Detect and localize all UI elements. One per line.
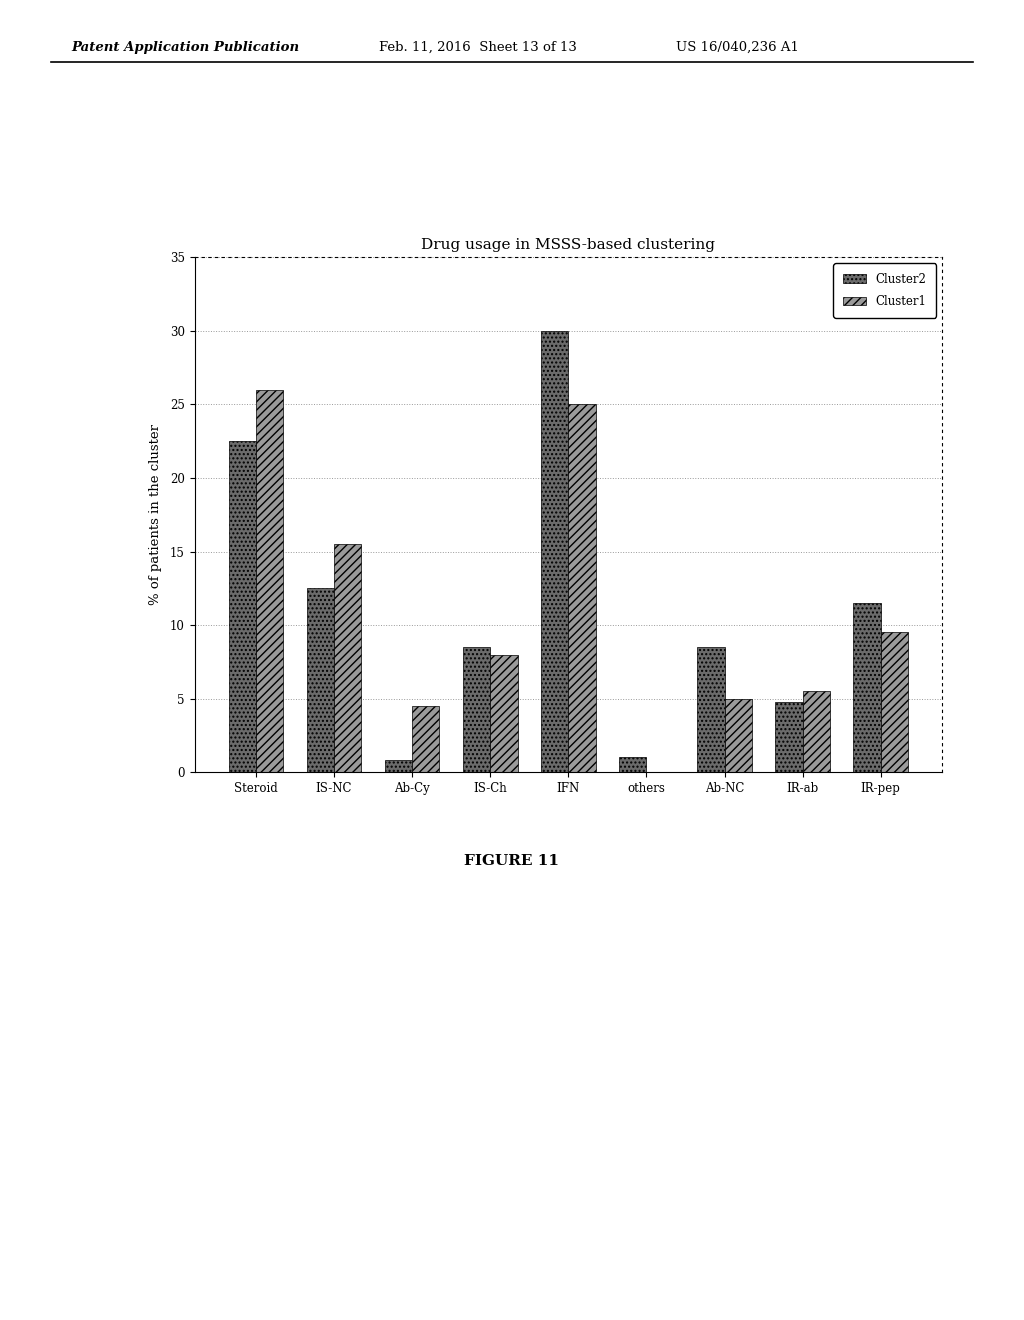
Bar — [697, 647, 725, 772]
Title: Drug usage in MSSS-based clustering: Drug usage in MSSS-based clustering — [421, 238, 716, 252]
Y-axis label: % of patients in the cluster: % of patients in the cluster — [148, 424, 162, 606]
Text: US 16/040,236 A1: US 16/040,236 A1 — [676, 41, 799, 54]
Text: Feb. 11, 2016  Sheet 13 of 13: Feb. 11, 2016 Sheet 13 of 13 — [379, 41, 577, 54]
Bar — [490, 655, 517, 772]
Bar — [568, 404, 596, 772]
Bar — [463, 647, 490, 772]
Bar — [881, 632, 908, 772]
Bar — [228, 441, 256, 772]
Bar — [334, 544, 361, 772]
Bar — [385, 760, 412, 772]
Bar — [256, 389, 284, 772]
Bar — [412, 706, 439, 772]
Bar — [541, 331, 568, 772]
Bar — [620, 758, 646, 772]
Bar — [803, 692, 830, 772]
Text: FIGURE 11: FIGURE 11 — [465, 854, 559, 867]
Legend: Cluster2, Cluster1: Cluster2, Cluster1 — [834, 263, 936, 318]
Bar — [725, 698, 752, 772]
Bar — [853, 603, 881, 772]
Text: Patent Application Publication: Patent Application Publication — [72, 41, 300, 54]
Bar — [775, 702, 803, 772]
Bar — [306, 589, 334, 772]
